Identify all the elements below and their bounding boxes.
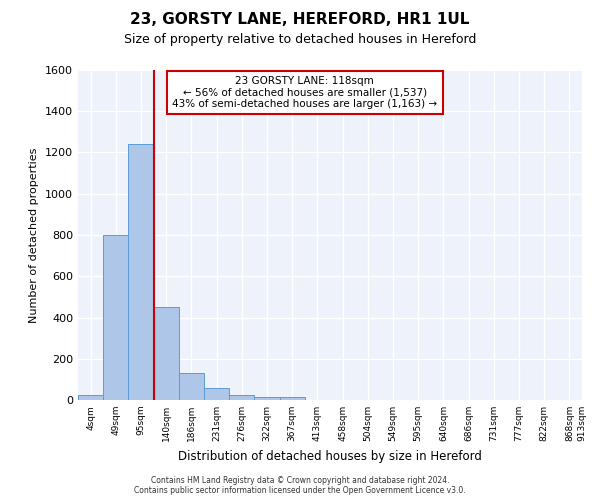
Text: 23 GORSTY LANE: 118sqm
← 56% of detached houses are smaller (1,537)
43% of semi-: 23 GORSTY LANE: 118sqm ← 56% of detached… [172,76,437,110]
Bar [280,397,305,400]
Bar [128,144,154,400]
Text: 23, GORSTY LANE, HEREFORD, HR1 1UL: 23, GORSTY LANE, HEREFORD, HR1 1UL [130,12,470,28]
Bar [154,307,179,400]
Bar [103,235,128,400]
Y-axis label: Number of detached properties: Number of detached properties [29,148,40,322]
Bar [254,397,280,400]
X-axis label: Distribution of detached houses by size in Hereford: Distribution of detached houses by size … [178,450,482,462]
Text: Contains HM Land Registry data © Crown copyright and database right 2024.
Contai: Contains HM Land Registry data © Crown c… [134,476,466,495]
Text: Size of property relative to detached houses in Hereford: Size of property relative to detached ho… [124,32,476,46]
Bar [204,388,229,400]
Bar [78,395,103,400]
Bar [179,373,204,400]
Bar [229,395,254,400]
